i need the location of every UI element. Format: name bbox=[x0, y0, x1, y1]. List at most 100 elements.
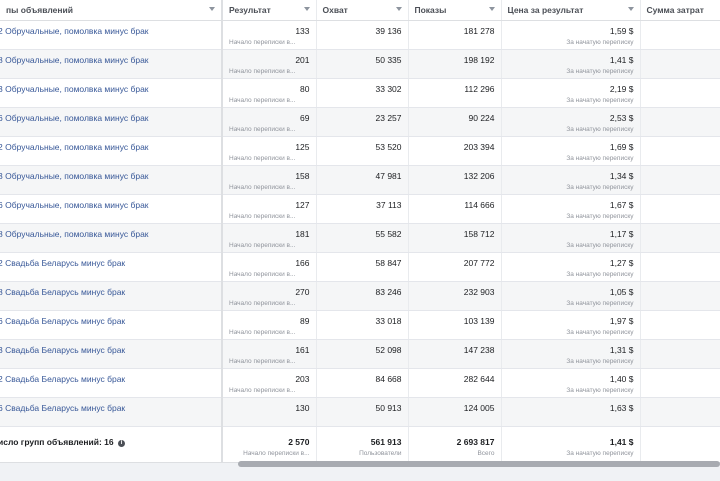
reach-value: 33 018 bbox=[375, 316, 402, 326]
ad-set-name-cell: 6 Обручальные, помолвка минус брак bbox=[0, 107, 223, 137]
ad-set-name-link[interactable]: 6 Обручальные, помолвка минус брак bbox=[0, 113, 149, 123]
table-row[interactable]: 8 Свадьба Беларусь минус брак 270 Начало п… bbox=[0, 281, 720, 311]
totals-result: 2 570 bbox=[288, 437, 310, 447]
result-value: 201 bbox=[295, 55, 310, 65]
impressions-cell: 124 005 bbox=[408, 397, 502, 427]
result-cell: 203 Начало переписки в... bbox=[222, 368, 317, 398]
result-cell: 270 Начало переписки в... bbox=[222, 281, 317, 311]
amount-spent-cell bbox=[640, 136, 720, 166]
table-row[interactable]: 6 Свадьба Беларусь минус брак 130 50 913 12… bbox=[0, 397, 720, 427]
amount-spent-cell bbox=[640, 165, 720, 195]
result-type: Начало переписки в... bbox=[229, 271, 296, 278]
sort-caret-icon[interactable] bbox=[303, 7, 310, 11]
impressions-cell: 114 666 bbox=[408, 194, 502, 224]
impressions-cell: 112 296 bbox=[408, 78, 502, 108]
sort-caret-icon[interactable] bbox=[627, 7, 634, 11]
amount-spent-cell bbox=[640, 78, 720, 108]
sort-caret-icon[interactable] bbox=[395, 7, 402, 11]
amount-spent-cell bbox=[640, 281, 720, 311]
result-value: 89 bbox=[300, 316, 310, 326]
table-row[interactable]: 2 Свадьба Беларусь минус брак 203 Начало п… bbox=[0, 368, 720, 398]
result-value: 181 bbox=[295, 229, 310, 239]
column-header-result[interactable]: Результат bbox=[222, 0, 317, 21]
ad-set-name-link[interactable]: 2 Обручальные, помолвка минус брак bbox=[0, 142, 149, 152]
result-value: 203 bbox=[295, 374, 310, 384]
table-row[interactable]: 8 Обручальные, помолвка минус брак 181 Нач… bbox=[0, 223, 720, 253]
totals-result-cell: 2 570 Начало переписки в... bbox=[222, 426, 317, 462]
result-value: 125 bbox=[295, 142, 310, 152]
column-header-reach[interactable]: Охват bbox=[316, 0, 409, 21]
table-row[interactable]: 6 Обручальные, помолвка минус брак 127 Нач… bbox=[0, 194, 720, 224]
ad-set-name-cell: 6 Свадьба Беларусь минус брак bbox=[0, 310, 223, 340]
cost-per-result-type: За начатую переписку bbox=[566, 242, 634, 249]
result-cell: 161 Начало переписки в... bbox=[222, 339, 317, 369]
cost-per-result-value: 1,40 $ bbox=[609, 374, 634, 384]
table-row[interactable]: 6 Свадьба Беларусь минус брак 89 Начало пе… bbox=[0, 310, 720, 340]
column-header-impressions[interactable]: Показы bbox=[408, 0, 502, 21]
table-row[interactable]: 3 Обручальные, помолвка минус брак 158 Нач… bbox=[0, 165, 720, 195]
sort-caret-icon[interactable] bbox=[209, 7, 215, 11]
column-header-label: Сумма затрат bbox=[646, 5, 704, 15]
ads-report-table: пы объявлений Результат Охват Показы Цен… bbox=[0, 0, 720, 462]
totals-reach: 561 913 bbox=[370, 437, 402, 447]
ad-set-name-link[interactable]: 8 Обручальные, помолвка минус брак bbox=[0, 55, 149, 65]
info-icon[interactable]: i bbox=[118, 440, 125, 447]
column-header-ad-set-name[interactable]: пы объявлений bbox=[0, 0, 223, 21]
cost-per-result-type: За начатую переписку bbox=[566, 184, 634, 191]
reach-value: 53 520 bbox=[375, 142, 402, 152]
impressions-value: 112 296 bbox=[464, 84, 495, 94]
table-row[interactable]: 6 Обручальные, помолвка минус брак 69 Нача… bbox=[0, 107, 720, 137]
table-row[interactable]: 3 Обручальные, помолвка минус брак 80 Нача… bbox=[0, 78, 720, 108]
result-type: Начало переписки в... bbox=[229, 213, 296, 220]
ad-set-name-link[interactable]: 8 Обручальные, помолвка минус брак bbox=[0, 229, 149, 239]
impressions-cell: 198 192 bbox=[408, 49, 502, 79]
ad-set-name-link[interactable]: 3 Обручальные, помолвка минус брак bbox=[0, 84, 149, 94]
ad-set-name-cell: 6 Обручальные, помолвка минус брак bbox=[0, 194, 223, 224]
cost-per-result-cell: 1,40 $ За начатую переписку bbox=[501, 368, 641, 398]
impressions-value: 124 005 bbox=[463, 403, 495, 413]
totals-cpr-cell: 1,41 $ За начатую переписку bbox=[501, 426, 641, 462]
ad-set-name-link[interactable]: 6 Обручальные, помолвка минус брак bbox=[0, 200, 149, 210]
result-value: 133 bbox=[295, 26, 310, 36]
ad-set-name-link[interactable]: 8 Свадьба Беларусь минус брак bbox=[0, 287, 126, 297]
result-cell: 158 Начало переписки в... bbox=[222, 165, 317, 195]
amount-spent-cell bbox=[640, 223, 720, 253]
ad-set-name-link[interactable]: 6 Свадьба Беларусь минус брак bbox=[0, 316, 126, 326]
cost-per-result-value: 1,63 $ bbox=[609, 403, 634, 413]
column-header-cost-per-result[interactable]: Цена за результат bbox=[501, 0, 641, 21]
ad-set-name-link[interactable]: 2 Свадьба Беларусь минус брак bbox=[0, 258, 126, 268]
reach-value: 84 668 bbox=[375, 374, 402, 384]
ad-set-name-link[interactable]: 3 Свадьба Беларусь минус брак bbox=[0, 345, 126, 355]
reach-cell: 83 246 bbox=[316, 281, 409, 311]
sort-caret-icon[interactable] bbox=[488, 7, 495, 11]
ad-set-name-cell: 8 Обручальные, помолвка минус брак bbox=[0, 223, 223, 253]
result-cell: 80 Начало переписки в... bbox=[222, 78, 317, 108]
cost-per-result-value: 1,17 $ bbox=[609, 229, 634, 239]
reach-value: 47 981 bbox=[375, 171, 402, 181]
cost-per-result-cell: 2,19 $ За начатую переписку bbox=[501, 78, 641, 108]
impressions-cell: 181 278 bbox=[408, 20, 502, 50]
totals-cpr: 1,41 $ bbox=[609, 437, 634, 447]
result-value: 270 bbox=[295, 287, 310, 297]
cost-per-result-type: За начатую переписку bbox=[566, 387, 634, 394]
ad-set-name-link[interactable]: 6 Свадьба Беларусь минус брак bbox=[0, 403, 126, 413]
ads-report-table-container: пы объявлений Результат Охват Показы Цен… bbox=[0, 0, 720, 462]
table-row[interactable]: 2 Обручальные, помолвка минус брак 125 Нач… bbox=[0, 136, 720, 166]
horizontal-scrollbar-thumb[interactable] bbox=[238, 461, 720, 467]
ad-set-name-link[interactable]: 2 Свадьба Беларусь минус брак bbox=[0, 374, 126, 384]
table-row[interactable]: 8 Обручальные, помолвка минус брак 201 Нач… bbox=[0, 49, 720, 79]
column-header-amount-spent[interactable]: Сумма затрат bbox=[640, 0, 720, 21]
result-type: Начало переписки в... bbox=[229, 97, 296, 104]
cost-per-result-type: За начатую переписку bbox=[566, 155, 634, 162]
reach-cell: 33 018 bbox=[316, 310, 409, 340]
impressions-value: 198 192 bbox=[463, 55, 495, 65]
cost-per-result-cell: 1,63 $ bbox=[501, 397, 641, 427]
result-value: 69 bbox=[300, 113, 310, 123]
table-row[interactable]: 2 Свадьба Беларусь минус брак 166 Начало п… bbox=[0, 252, 720, 282]
table-row[interactable]: 2 Обручальные, помолвка минус брак 133 Нач… bbox=[0, 20, 720, 50]
result-cell: 166 Начало переписки в... bbox=[222, 252, 317, 282]
ad-set-name-link[interactable]: 3 Обручальные, помолвка минус брак bbox=[0, 171, 149, 181]
ad-set-name-link[interactable]: 2 Обручальные, помолвка минус брак bbox=[0, 26, 149, 36]
horizontal-scrollbar-track[interactable] bbox=[222, 463, 720, 481]
table-row[interactable]: 3 Свадьба Беларусь минус брак 161 Начало п… bbox=[0, 339, 720, 369]
